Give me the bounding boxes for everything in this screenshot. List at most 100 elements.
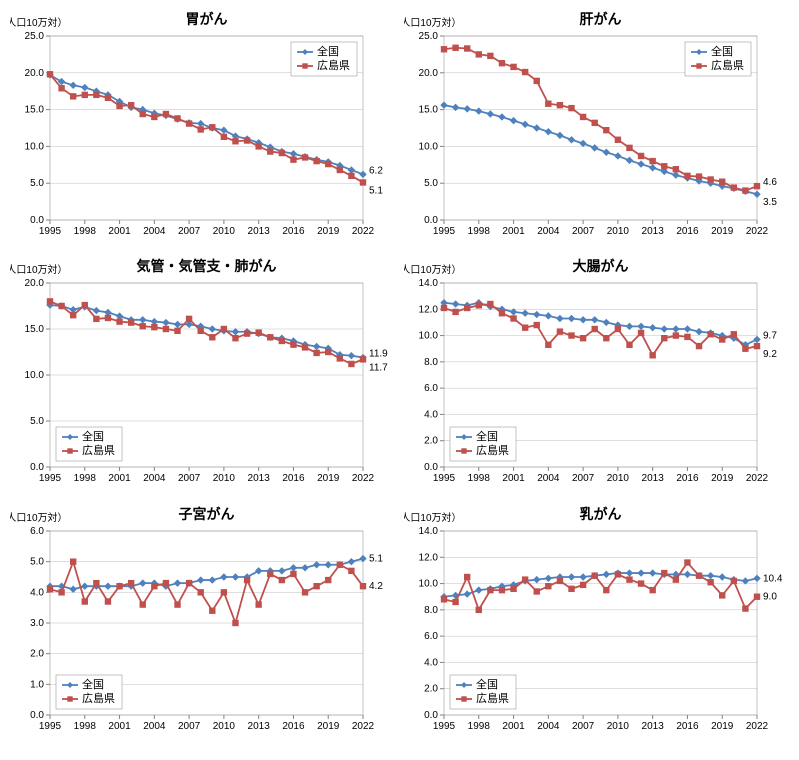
svg-text:1998: 1998 <box>468 226 491 237</box>
svg-text:2001: 2001 <box>502 473 525 484</box>
svg-text:0.0: 0.0 <box>30 710 44 721</box>
svg-text:1995: 1995 <box>433 721 456 732</box>
svg-text:2022: 2022 <box>746 473 769 484</box>
svg-text:8.0: 8.0 <box>424 357 438 368</box>
end-label-hiroshima: 5.1 <box>369 185 383 196</box>
svg-text:1995: 1995 <box>39 226 62 237</box>
svg-text:1998: 1998 <box>468 473 491 484</box>
chart-title: 胃がん <box>186 11 228 27</box>
legend-hiroshima: 広島県 <box>476 691 509 705</box>
legend-hiroshima: 広島県 <box>82 691 115 705</box>
svg-text:5.0: 5.0 <box>424 178 438 189</box>
end-label-national: 11.9 <box>369 349 388 360</box>
svg-text:2019: 2019 <box>317 721 340 732</box>
chart-panel: 0.02.04.06.08.010.012.014.01995199820012… <box>404 505 790 740</box>
svg-text:2001: 2001 <box>108 473 131 484</box>
svg-text:0.0: 0.0 <box>30 462 44 473</box>
svg-text:20.0: 20.0 <box>25 68 45 79</box>
svg-text:2019: 2019 <box>711 226 734 237</box>
svg-text:25.0: 25.0 <box>419 31 439 42</box>
svg-text:8.0: 8.0 <box>424 605 438 616</box>
svg-text:2013: 2013 <box>248 226 271 237</box>
end-label-national: 3.5 <box>763 197 777 208</box>
end-label-hiroshima: 4.2 <box>369 581 383 592</box>
y-axis-label: （人口10万対） <box>404 16 462 29</box>
legend-national: 全国 <box>711 44 733 58</box>
svg-text:12.0: 12.0 <box>419 552 439 563</box>
svg-text:2016: 2016 <box>282 226 305 237</box>
svg-text:2007: 2007 <box>572 226 595 237</box>
svg-text:2013: 2013 <box>642 473 665 484</box>
svg-text:15.0: 15.0 <box>25 324 45 335</box>
chart-title: 子宮がん <box>179 506 235 522</box>
svg-text:1998: 1998 <box>468 721 491 732</box>
svg-text:3.0: 3.0 <box>30 618 44 629</box>
svg-text:14.0: 14.0 <box>419 278 439 289</box>
svg-text:2016: 2016 <box>676 473 699 484</box>
legend-hiroshima: 広島県 <box>82 443 115 457</box>
end-label-national: 5.1 <box>369 553 383 564</box>
svg-text:1998: 1998 <box>74 721 97 732</box>
svg-text:1995: 1995 <box>39 721 62 732</box>
chart-title: 乳がん <box>580 506 622 522</box>
svg-text:5.0: 5.0 <box>30 416 44 427</box>
svg-text:4.0: 4.0 <box>30 587 44 598</box>
end-label-national: 9.7 <box>763 331 777 342</box>
y-axis-label: （人口10万対） <box>10 511 68 524</box>
svg-text:25.0: 25.0 <box>25 31 45 42</box>
svg-text:15.0: 15.0 <box>419 105 439 116</box>
chart-title: 大腸がん <box>573 258 629 274</box>
svg-text:4.0: 4.0 <box>424 410 438 421</box>
legend-national: 全国 <box>82 677 104 691</box>
end-label-hiroshima: 4.6 <box>763 177 777 188</box>
legend-hiroshima: 広島県 <box>317 58 350 72</box>
y-axis-label: （人口10万対） <box>10 16 68 29</box>
svg-text:2016: 2016 <box>282 721 305 732</box>
svg-text:2004: 2004 <box>143 473 166 484</box>
svg-text:2019: 2019 <box>711 721 734 732</box>
svg-text:14.0: 14.0 <box>419 526 439 537</box>
chart-title: 気管・気管支・肺がん <box>137 258 277 274</box>
svg-text:10.0: 10.0 <box>419 578 439 589</box>
chart-panel: 0.02.04.06.08.010.012.014.01995199820012… <box>404 257 790 492</box>
svg-text:6.0: 6.0 <box>424 383 438 394</box>
svg-text:0.0: 0.0 <box>424 710 438 721</box>
svg-text:2019: 2019 <box>317 226 340 237</box>
svg-text:0.0: 0.0 <box>424 215 438 226</box>
svg-text:0.0: 0.0 <box>30 215 44 226</box>
svg-text:2.0: 2.0 <box>424 683 438 694</box>
legend-national: 全国 <box>476 429 498 443</box>
svg-text:15.0: 15.0 <box>25 105 45 116</box>
svg-text:2013: 2013 <box>248 473 271 484</box>
svg-text:2010: 2010 <box>607 226 630 237</box>
legend-national: 全国 <box>317 44 339 58</box>
legend-national: 全国 <box>82 429 104 443</box>
chart-panel: 0.01.02.03.04.05.06.01995199820012004200… <box>10 505 396 740</box>
svg-text:2004: 2004 <box>537 721 560 732</box>
end-label-hiroshima: 11.7 <box>369 363 388 374</box>
svg-text:1995: 1995 <box>39 473 62 484</box>
y-axis-label: （人口10万対） <box>404 511 462 524</box>
svg-text:2010: 2010 <box>213 226 236 237</box>
svg-text:2.0: 2.0 <box>424 436 438 447</box>
svg-text:2010: 2010 <box>607 721 630 732</box>
legend-hiroshima: 広島県 <box>711 58 744 72</box>
svg-text:5.0: 5.0 <box>30 178 44 189</box>
svg-text:2007: 2007 <box>178 473 201 484</box>
svg-text:2001: 2001 <box>108 721 131 732</box>
svg-text:2016: 2016 <box>282 473 305 484</box>
svg-text:1995: 1995 <box>433 473 456 484</box>
svg-text:2004: 2004 <box>537 473 560 484</box>
svg-text:10.0: 10.0 <box>419 141 439 152</box>
svg-text:20.0: 20.0 <box>419 68 439 79</box>
chart-title: 肝がん <box>580 11 622 27</box>
y-axis-label: （人口10万対） <box>10 263 68 276</box>
svg-text:2001: 2001 <box>502 721 525 732</box>
chart-panel: 0.05.010.015.020.01995199820012004200720… <box>10 257 396 492</box>
svg-text:2013: 2013 <box>248 721 271 732</box>
end-label-national: 6.2 <box>369 165 383 176</box>
svg-text:2013: 2013 <box>642 721 665 732</box>
svg-text:2007: 2007 <box>572 721 595 732</box>
legend-national: 全国 <box>476 677 498 691</box>
chart-panel: 0.05.010.015.020.025.0199519982001200420… <box>404 10 790 245</box>
